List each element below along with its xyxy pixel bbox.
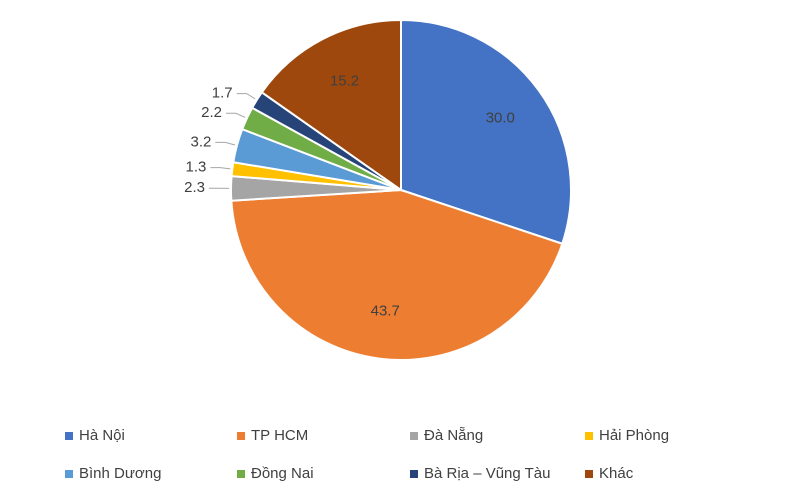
data-label: 2.3 xyxy=(184,179,205,196)
data-label: 30.0 xyxy=(486,109,515,126)
leader-line xyxy=(215,141,236,146)
pie-slice xyxy=(400,18,572,246)
legend-swatch xyxy=(65,470,73,478)
data-label: 1.7 xyxy=(212,85,233,102)
legend-swatch xyxy=(585,432,593,440)
data-label: 2.2 xyxy=(201,104,222,121)
legend-label: Đà Nẵng xyxy=(424,427,483,444)
data-label: 1.3 xyxy=(186,159,207,176)
legend-label: Bình Dương xyxy=(79,465,161,482)
leader-line xyxy=(236,93,256,100)
legend-label: Đồng Nai xyxy=(251,465,314,482)
leader-line xyxy=(225,112,246,118)
data-label: 3.2 xyxy=(190,133,211,150)
legend-swatch xyxy=(237,432,245,440)
legend-label: Khác xyxy=(599,465,634,482)
legend-swatch xyxy=(585,470,593,478)
pie-slice xyxy=(230,188,564,361)
legend-swatch xyxy=(237,470,245,478)
leader-line xyxy=(210,167,231,170)
legend-label: TP HCM xyxy=(251,427,308,444)
data-label: 43.7 xyxy=(371,302,400,319)
legend-label: Hải Phòng xyxy=(599,427,669,444)
pie-slice xyxy=(260,18,402,192)
legend-label: Bà Rịa – Vũng Tàu xyxy=(424,465,550,482)
legend-swatch xyxy=(410,470,418,478)
legend-swatch xyxy=(65,432,73,440)
legend-label: Hà Nội xyxy=(79,427,125,444)
legend-swatch xyxy=(410,432,418,440)
data-label: 15.2 xyxy=(330,72,359,89)
